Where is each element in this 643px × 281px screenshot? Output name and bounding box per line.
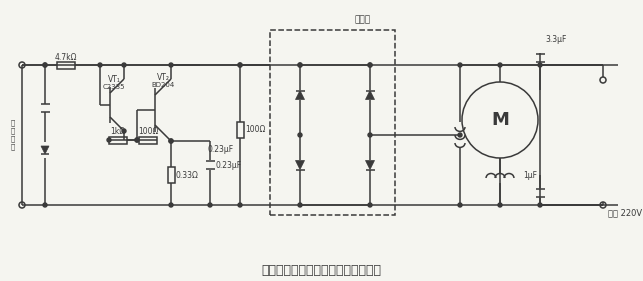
- Circle shape: [43, 63, 47, 67]
- Circle shape: [538, 63, 542, 67]
- Polygon shape: [296, 160, 305, 169]
- Circle shape: [368, 203, 372, 207]
- Polygon shape: [296, 90, 305, 99]
- Circle shape: [122, 63, 126, 67]
- Circle shape: [43, 203, 47, 207]
- Text: VT₁: VT₁: [107, 74, 120, 83]
- Bar: [270, 30, 395, 215]
- Text: 100Ω: 100Ω: [138, 128, 158, 137]
- Bar: [167, 167, 174, 183]
- Text: M: M: [491, 111, 509, 129]
- Bar: [57, 62, 75, 69]
- Circle shape: [298, 63, 302, 67]
- Text: 4.7kΩ: 4.7kΩ: [55, 53, 77, 62]
- Text: 交流 220V: 交流 220V: [608, 209, 642, 217]
- Text: 整流桥: 整流桥: [354, 15, 370, 24]
- Circle shape: [122, 129, 126, 133]
- Circle shape: [98, 63, 102, 67]
- Circle shape: [107, 138, 111, 142]
- Circle shape: [238, 203, 242, 207]
- Circle shape: [43, 63, 47, 67]
- Circle shape: [498, 203, 502, 207]
- Text: VT₂: VT₂: [156, 72, 170, 81]
- Circle shape: [238, 63, 242, 67]
- Circle shape: [368, 133, 372, 137]
- Text: 控
制
信
号: 控 制 信 号: [11, 119, 15, 150]
- Circle shape: [169, 63, 173, 67]
- Text: 100Ω: 100Ω: [245, 126, 266, 135]
- Text: C2335: C2335: [103, 84, 125, 90]
- Circle shape: [135, 138, 139, 142]
- Circle shape: [298, 203, 302, 207]
- Circle shape: [169, 139, 173, 143]
- Circle shape: [458, 133, 462, 137]
- Text: 3.3μF: 3.3μF: [545, 35, 566, 44]
- Bar: [237, 122, 244, 138]
- Circle shape: [135, 138, 139, 142]
- Text: 1μF: 1μF: [523, 171, 537, 180]
- Bar: [139, 137, 157, 144]
- Circle shape: [458, 203, 462, 207]
- Text: BD204: BD204: [151, 82, 175, 88]
- Circle shape: [368, 63, 372, 67]
- Bar: [109, 137, 127, 144]
- Circle shape: [298, 63, 302, 67]
- Circle shape: [498, 63, 502, 67]
- Text: 1kΩ: 1kΩ: [111, 128, 125, 137]
- Circle shape: [238, 63, 242, 67]
- Circle shape: [208, 203, 212, 207]
- Circle shape: [368, 63, 372, 67]
- Circle shape: [169, 203, 173, 207]
- Text: 0.23μF: 0.23μF: [207, 144, 233, 153]
- Polygon shape: [41, 146, 49, 154]
- Polygon shape: [365, 160, 374, 169]
- Polygon shape: [365, 90, 374, 99]
- Circle shape: [169, 139, 173, 143]
- Text: 电压控制方式的感应电动机控制电路: 电压控制方式的感应电动机控制电路: [262, 264, 381, 277]
- Text: 0.33Ω: 0.33Ω: [176, 171, 199, 180]
- Circle shape: [298, 133, 302, 137]
- Circle shape: [458, 63, 462, 67]
- Text: 0.23μF: 0.23μF: [215, 160, 241, 169]
- Circle shape: [538, 203, 542, 207]
